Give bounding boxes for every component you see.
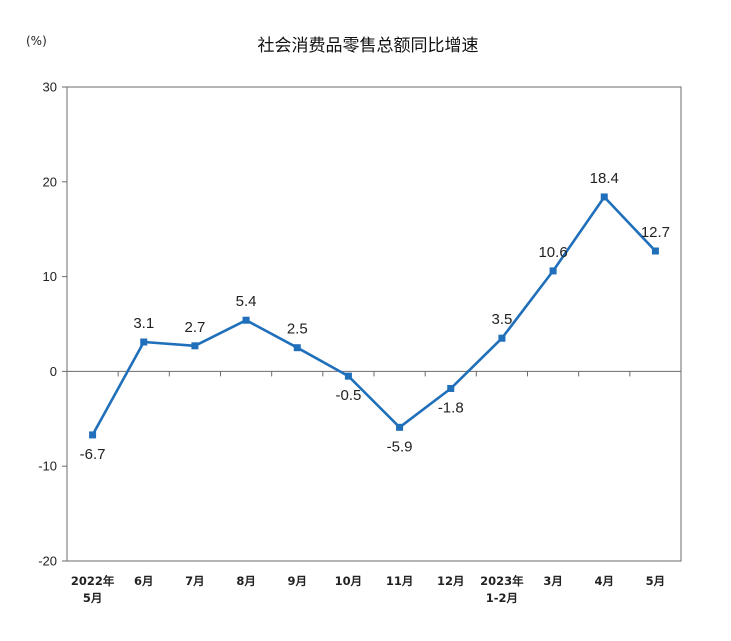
x-tick-label: 7月: [185, 574, 205, 588]
x-tick-label: 6月: [134, 574, 154, 588]
data-label: -6.7: [80, 446, 106, 463]
y-tick-label: 30: [43, 80, 57, 95]
data-point: [140, 338, 148, 346]
data-point: [293, 344, 301, 352]
data-label: 12.7: [641, 224, 670, 241]
y-tick-label: -20: [38, 554, 57, 569]
data-label: 18.4: [590, 170, 619, 187]
x-tick-label: 2022年 5月: [71, 574, 115, 605]
data-point: [242, 316, 250, 324]
data-label: 2.7: [184, 319, 205, 336]
x-tick-label: 2023年 1-2月: [480, 574, 524, 605]
data-point: [191, 342, 199, 350]
data-point: [89, 431, 97, 439]
y-tick-label: 10: [43, 269, 57, 284]
data-point: [549, 267, 557, 275]
data-label: 2.5: [287, 321, 308, 338]
data-point: [344, 372, 352, 380]
x-tick-label: 9月: [287, 574, 307, 588]
chart-title: 社会消费品零售总额同比增速: [258, 36, 479, 56]
data-point: [447, 384, 455, 392]
data-label: 5.4: [236, 293, 257, 310]
series-line: [91, 195, 657, 436]
y-tick-label: 20: [43, 174, 57, 189]
x-tick-label: 11月: [386, 574, 414, 588]
x-tick-label: 4月: [594, 574, 614, 588]
data-label: -5.9: [387, 438, 413, 455]
data-point: [600, 193, 608, 201]
data-point: [396, 423, 404, 431]
data-label: 3.1: [133, 315, 154, 332]
x-tick-label: 5月: [646, 574, 666, 588]
plot-area-border: [66, 86, 682, 562]
x-tick-label: 12月: [437, 574, 465, 588]
data-label: -1.8: [438, 399, 464, 416]
y-tick-label: -10: [38, 459, 57, 474]
y-unit-label: (%): [26, 34, 47, 48]
x-tick-label: 8月: [236, 574, 256, 588]
data-label: 10.6: [538, 244, 567, 261]
x-tick-label: 10月: [335, 574, 363, 588]
x-tick-label: 3月: [543, 574, 563, 588]
data-label: -0.5: [335, 387, 361, 404]
y-tick-label: 0: [50, 364, 57, 379]
data-point: [651, 247, 659, 255]
data-point: [498, 334, 506, 342]
series-group: -6.7 3.1 2.7 5.4 2.5 -0.5 -5.9 -1.8 3.5 10.6 18.4 1…: [80, 170, 670, 463]
data-label: 3.5: [491, 311, 512, 328]
axes: 30 20 10 0 -10 -20 2022年 5月 6月 7月 8月 9月 10月 11月 12月 202…: [38, 80, 682, 605]
